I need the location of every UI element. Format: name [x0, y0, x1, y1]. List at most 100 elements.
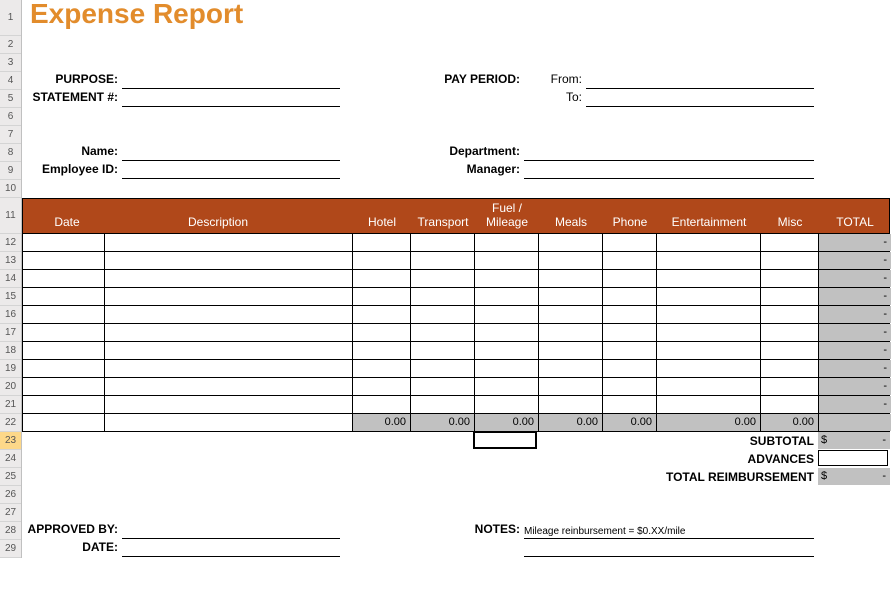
sum-misc[interactable]: 0.00	[761, 414, 819, 431]
cell-row-total[interactable]: -	[819, 252, 891, 269]
purpose-input[interactable]	[122, 72, 340, 89]
row-number[interactable]: 19	[0, 360, 21, 378]
cell-entertainment[interactable]	[657, 306, 761, 323]
row-number[interactable]: 29	[0, 540, 21, 558]
cell-meals[interactable]	[539, 360, 603, 377]
cell-entertainment[interactable]	[657, 252, 761, 269]
cell-description[interactable]	[105, 270, 353, 287]
cell-fuel[interactable]	[475, 396, 539, 413]
cell-date[interactable]	[23, 378, 105, 395]
cell-meals[interactable]	[539, 378, 603, 395]
cell-phone[interactable]	[603, 360, 657, 377]
cell-misc[interactable]	[761, 234, 819, 251]
cell-date[interactable]	[23, 288, 105, 305]
cell-meals[interactable]	[539, 252, 603, 269]
subtotal-cell[interactable]: $ -	[818, 432, 890, 449]
cell-row-total[interactable]: -	[819, 234, 891, 251]
cell-meals[interactable]	[539, 342, 603, 359]
cell-phone[interactable]	[603, 306, 657, 323]
cell-hotel[interactable]	[353, 342, 411, 359]
cell-meals[interactable]	[539, 306, 603, 323]
approved-by-input[interactable]	[122, 522, 340, 539]
cell-hotel[interactable]	[353, 234, 411, 251]
cell-hotel[interactable]	[353, 360, 411, 377]
cell-date[interactable]	[23, 306, 105, 323]
cell-entertainment[interactable]	[657, 342, 761, 359]
cell-transport[interactable]	[411, 360, 475, 377]
advances-cell[interactable]	[818, 450, 888, 466]
row-number[interactable]: 14	[0, 270, 21, 288]
cell-phone[interactable]	[603, 324, 657, 341]
cell-date[interactable]	[23, 270, 105, 287]
row-number[interactable]: 23	[0, 432, 21, 450]
sum-transport[interactable]: 0.00	[411, 414, 475, 431]
cell-description[interactable]	[105, 288, 353, 305]
cell-meals[interactable]	[539, 396, 603, 413]
date-input[interactable]	[122, 540, 340, 557]
cell-transport[interactable]	[411, 306, 475, 323]
cell-transport[interactable]	[411, 378, 475, 395]
statement-input[interactable]	[122, 90, 340, 107]
total-reimbursement-cell[interactable]: $ -	[818, 468, 890, 485]
cell-misc[interactable]	[761, 360, 819, 377]
cell-fuel[interactable]	[475, 252, 539, 269]
row-number[interactable]: 7	[0, 126, 21, 144]
cell-row-total[interactable]: -	[819, 396, 891, 413]
cell-entertainment[interactable]	[657, 234, 761, 251]
name-input[interactable]	[122, 144, 340, 161]
cell-row-total[interactable]: -	[819, 342, 891, 359]
cell-fuel[interactable]	[475, 360, 539, 377]
cell-meals[interactable]	[539, 324, 603, 341]
row-number[interactable]: 8	[0, 144, 21, 162]
row-number[interactable]: 18	[0, 342, 21, 360]
cell-entertainment[interactable]	[657, 288, 761, 305]
row-number[interactable]: 22	[0, 414, 21, 432]
cell-description[interactable]	[105, 234, 353, 251]
cell-hotel[interactable]	[353, 396, 411, 413]
cell-transport[interactable]	[411, 396, 475, 413]
sum-fuel[interactable]: 0.00	[475, 414, 539, 431]
cell-entertainment[interactable]	[657, 396, 761, 413]
row-number[interactable]: 28	[0, 522, 21, 540]
cell-description[interactable]	[105, 396, 353, 413]
row-number[interactable]: 9	[0, 162, 21, 180]
cell-hotel[interactable]	[353, 324, 411, 341]
cell-description[interactable]	[105, 252, 353, 269]
cell-meals[interactable]	[539, 270, 603, 287]
cell-date[interactable]	[23, 342, 105, 359]
cell-entertainment[interactable]	[657, 360, 761, 377]
cell-transport[interactable]	[411, 342, 475, 359]
cell-row-total[interactable]: -	[819, 270, 891, 287]
cell-transport[interactable]	[411, 234, 475, 251]
row-number[interactable]: 13	[0, 252, 21, 270]
sum-hotel[interactable]: 0.00	[353, 414, 411, 431]
row-number[interactable]: 2	[0, 36, 21, 54]
cell-transport[interactable]	[411, 324, 475, 341]
cell-meals[interactable]	[539, 234, 603, 251]
row-number[interactable]: 5	[0, 90, 21, 108]
cell-phone[interactable]	[603, 288, 657, 305]
cell-fuel[interactable]	[475, 342, 539, 359]
cell-date[interactable]	[23, 234, 105, 251]
cell-row-total[interactable]: -	[819, 360, 891, 377]
manager-input[interactable]	[524, 162, 814, 179]
row-number[interactable]: 11	[0, 198, 21, 234]
sum-entertainment[interactable]: 0.00	[657, 414, 761, 431]
cell-misc[interactable]	[761, 324, 819, 341]
row-number[interactable]: 4	[0, 72, 21, 90]
cell-row-total[interactable]: -	[819, 324, 891, 341]
row-number[interactable]: 20	[0, 378, 21, 396]
sheet-content[interactable]: Expense Report PURPOSE: PAY PERIOD: From…	[22, 0, 894, 558]
cell-description[interactable]	[105, 306, 353, 323]
cell-misc[interactable]	[761, 270, 819, 287]
sum-meals[interactable]: 0.00	[539, 414, 603, 431]
cell-misc[interactable]	[761, 252, 819, 269]
cell-fuel[interactable]	[475, 306, 539, 323]
cell-fuel[interactable]	[475, 270, 539, 287]
employee-id-input[interactable]	[122, 162, 340, 179]
cell-description[interactable]	[105, 360, 353, 377]
row-number[interactable]: 1	[0, 0, 21, 36]
cell-description[interactable]	[105, 378, 353, 395]
cell-date[interactable]	[23, 252, 105, 269]
row-number[interactable]: 10	[0, 180, 21, 198]
